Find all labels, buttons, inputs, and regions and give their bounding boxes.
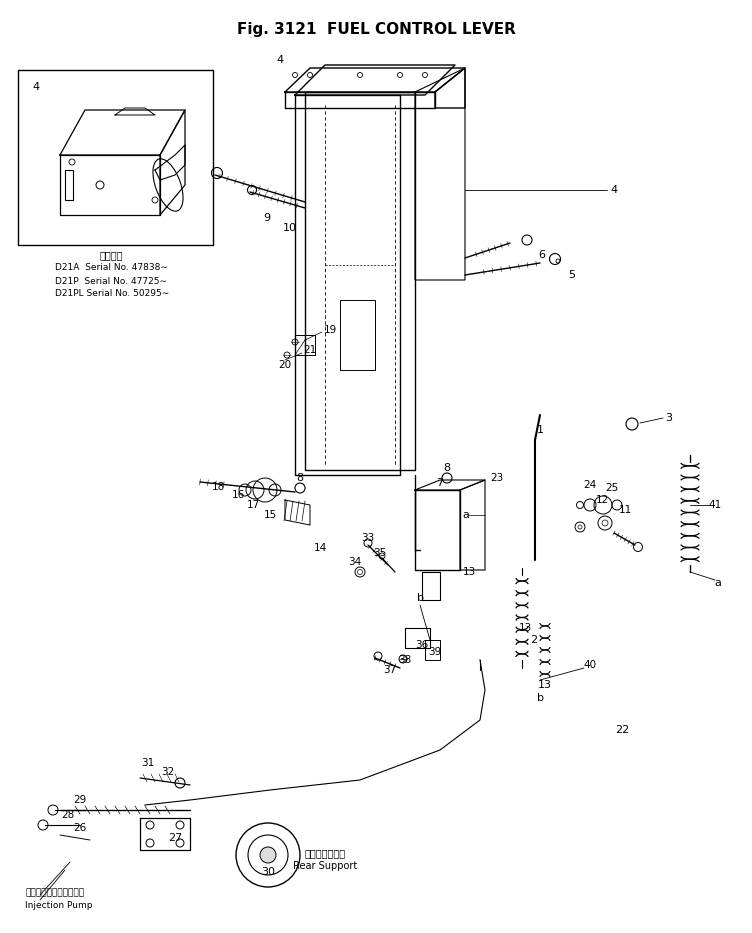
Text: 5: 5 (569, 270, 575, 280)
Text: 30: 30 (261, 867, 275, 877)
Text: 12: 12 (596, 495, 608, 505)
Text: 39: 39 (429, 647, 441, 657)
Text: 10: 10 (283, 223, 297, 233)
Text: b: b (536, 693, 544, 703)
Text: 14: 14 (314, 543, 326, 553)
Text: 24: 24 (584, 480, 596, 490)
Text: 17: 17 (247, 500, 259, 510)
Text: a: a (462, 510, 469, 520)
Text: 22: 22 (615, 725, 629, 735)
Text: D21A  Serial No. 47838∼: D21A Serial No. 47838∼ (55, 263, 168, 272)
Circle shape (260, 847, 276, 863)
Text: 38: 38 (399, 655, 411, 665)
Text: a: a (714, 578, 721, 588)
Text: 8: 8 (296, 473, 304, 483)
Text: 23: 23 (490, 473, 503, 483)
Text: 9: 9 (263, 213, 271, 223)
Text: 3: 3 (665, 413, 672, 423)
Text: 4: 4 (610, 185, 617, 195)
Text: 7: 7 (436, 478, 444, 488)
Text: 36: 36 (415, 640, 429, 650)
Text: 29: 29 (74, 795, 86, 805)
Text: 8: 8 (444, 463, 450, 473)
Text: 40: 40 (584, 660, 596, 670)
Text: 31: 31 (141, 758, 155, 768)
Text: 13: 13 (518, 623, 532, 633)
Text: 20: 20 (278, 360, 292, 370)
Text: 27: 27 (168, 833, 182, 843)
Text: インジェクションポンプ: インジェクションポンプ (25, 888, 84, 898)
Text: 13: 13 (463, 567, 476, 577)
Text: 18: 18 (211, 482, 225, 492)
Text: 4: 4 (32, 82, 39, 92)
Text: 21: 21 (303, 345, 317, 355)
Bar (18, 70, 213, 245)
Text: 11: 11 (618, 505, 632, 515)
Text: 2: 2 (530, 635, 537, 645)
Text: 37: 37 (384, 665, 396, 675)
Text: 13: 13 (538, 680, 552, 690)
Text: 6: 6 (538, 250, 545, 260)
Bar (65, 170, 73, 200)
Text: 16: 16 (232, 490, 244, 500)
Text: リヤーサポート: リヤーサポート (305, 848, 346, 858)
Text: 28: 28 (62, 810, 74, 820)
Bar (340, 300, 375, 370)
Text: Rear Support: Rear Support (293, 861, 357, 871)
Text: 4: 4 (277, 55, 284, 65)
Text: 15: 15 (263, 510, 277, 520)
Text: 41: 41 (708, 500, 722, 510)
Text: 19: 19 (323, 325, 337, 335)
Text: 26: 26 (74, 823, 86, 833)
Text: 32: 32 (162, 767, 174, 777)
Text: Injection Pump: Injection Pump (25, 901, 92, 911)
Text: 34: 34 (348, 557, 362, 567)
Text: 1: 1 (536, 425, 544, 435)
Text: D21PL Serial No. 50295∼: D21PL Serial No. 50295∼ (55, 289, 169, 299)
Text: 適用号機: 適用号機 (100, 250, 123, 260)
Text: Fig. 3121  FUEL CONTROL LEVER: Fig. 3121 FUEL CONTROL LEVER (237, 22, 515, 37)
Text: 33: 33 (362, 533, 374, 543)
Text: D21P  Serial No. 47725∼: D21P Serial No. 47725∼ (55, 276, 167, 285)
Text: 25: 25 (605, 483, 619, 493)
Text: b: b (417, 593, 423, 603)
Text: 35: 35 (374, 548, 387, 558)
